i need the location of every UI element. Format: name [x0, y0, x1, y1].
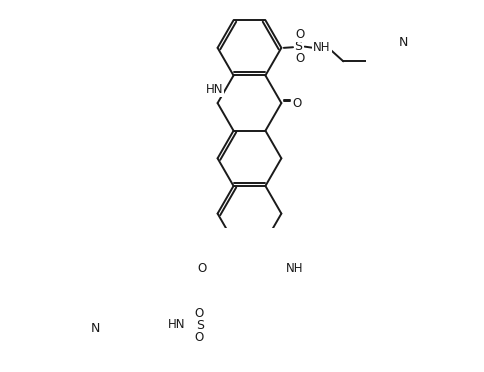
Text: N: N [91, 323, 100, 336]
Text: O: O [295, 52, 304, 65]
Text: O: O [295, 28, 304, 41]
Text: HN: HN [168, 318, 185, 331]
Text: O: O [194, 307, 203, 320]
Text: O: O [291, 97, 301, 110]
Text: HN: HN [205, 83, 223, 96]
Text: NH: NH [313, 41, 330, 54]
Text: S: S [294, 40, 302, 53]
Text: S: S [196, 319, 204, 332]
Text: O: O [194, 331, 203, 344]
Text: O: O [197, 262, 207, 275]
Text: N: N [398, 36, 408, 49]
Text: NH: NH [286, 262, 303, 275]
